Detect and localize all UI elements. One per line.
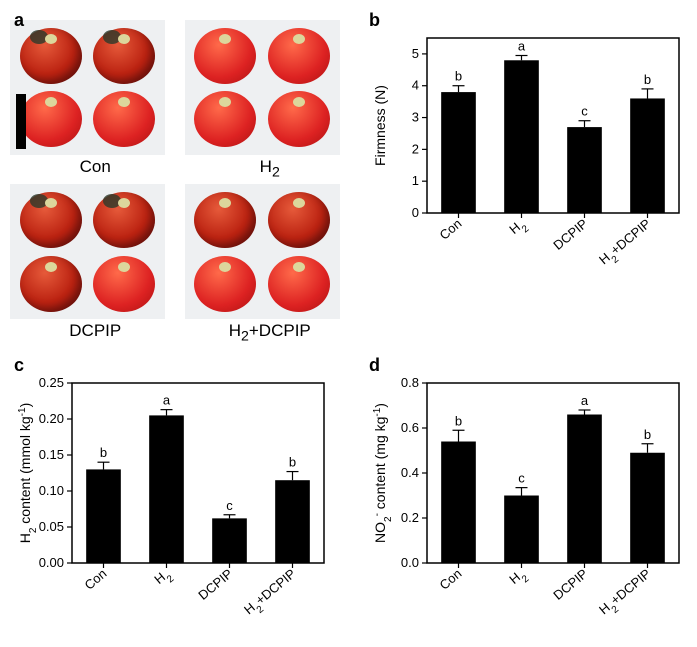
svg-text:5: 5	[412, 46, 419, 61]
svg-text:0.4: 0.4	[401, 465, 419, 480]
svg-text:Con: Con	[437, 216, 465, 243]
photo-caption: DCPIP	[10, 321, 181, 341]
svg-text:0.15: 0.15	[39, 447, 64, 462]
tomato-image	[185, 20, 340, 155]
svg-text:0: 0	[412, 205, 419, 220]
svg-text:Firmness (N): Firmness (N)	[372, 85, 388, 166]
photo-caption: H2+DCPIP	[185, 321, 356, 344]
svg-text:H2: H2	[506, 565, 531, 591]
tomato-icon	[268, 192, 330, 248]
tomato-icon	[268, 28, 330, 84]
tomato-icon	[93, 256, 155, 312]
svg-text:Con: Con	[82, 566, 110, 593]
tomato-icon	[194, 192, 256, 248]
svg-text:H2+DCPIP: H2+DCPIP	[241, 566, 302, 622]
svg-text:0.0: 0.0	[401, 555, 419, 570]
photo-cell: H2	[185, 20, 356, 180]
svg-text:4: 4	[412, 78, 419, 93]
svg-text:0.00: 0.00	[39, 555, 64, 570]
tomato-icon	[268, 91, 330, 147]
svg-text:H2: H2	[506, 216, 531, 242]
svg-text:b: b	[644, 72, 651, 87]
svg-text:H2: H2	[151, 565, 176, 591]
no2-content-bar-chart: 0.0 0.2 0.4 0.6 0.8 b Con c H2 a DCPIP b H2+DCPIP NO2…	[369, 373, 689, 633]
tomato-icon	[93, 28, 155, 84]
tomato-icon	[20, 28, 82, 84]
svg-text:H2 content (mmol kg-1): H2 content (mmol kg-1)	[17, 403, 39, 544]
svg-text:0.10: 0.10	[39, 483, 64, 498]
tomato-icon	[20, 192, 82, 248]
photo-cell: Con	[10, 20, 181, 180]
svg-text:0.2: 0.2	[401, 510, 419, 525]
svg-text:0.25: 0.25	[39, 375, 64, 390]
tomato-icon	[194, 28, 256, 84]
svg-text:3: 3	[412, 110, 419, 125]
svg-text:Con: Con	[437, 566, 465, 593]
svg-text:DCPIP: DCPIP	[550, 216, 590, 253]
tomato-icon	[20, 256, 82, 312]
svg-text:a: a	[581, 393, 589, 408]
panel-b: b 0 1 2 3 4 5 b Con a H2 c DCPIP b H2+DCPIP Firmness (…	[365, 10, 695, 345]
panel-b-label: b	[369, 10, 380, 31]
svg-text:0.05: 0.05	[39, 519, 64, 534]
photo-cell: DCPIP	[10, 184, 181, 344]
svg-text:0.20: 0.20	[39, 411, 64, 426]
svg-text:1: 1	[412, 173, 419, 188]
scale-bar	[16, 94, 26, 149]
svg-text:NO2- content (mg kg-1): NO2- content (mg kg-1)	[372, 403, 394, 543]
svg-text:c: c	[518, 470, 525, 485]
photo-caption: H2	[185, 157, 356, 180]
svg-text:b: b	[289, 454, 296, 469]
panel-d-label: d	[369, 355, 380, 376]
tomato-icon	[93, 91, 155, 147]
panel-a-label: a	[14, 10, 24, 31]
svg-text:0.8: 0.8	[401, 375, 419, 390]
tomato-image	[185, 184, 340, 319]
tomato-photo-grid: ConH2 DCPIPH2+DCPIP	[10, 10, 355, 345]
svg-text:DCPIP: DCPIP	[550, 566, 590, 603]
svg-text:b: b	[644, 427, 651, 442]
tomato-image	[10, 184, 165, 319]
svg-text:DCPIP: DCPIP	[195, 566, 235, 603]
svg-text:2: 2	[412, 141, 419, 156]
panel-d: d 0.0 0.2 0.4 0.6 0.8 b Con c H2 a DCPIP b H2+DCPIP N…	[365, 355, 695, 637]
svg-text:0.6: 0.6	[401, 420, 419, 435]
tomato-icon	[93, 192, 155, 248]
firmness-bar-chart: 0 1 2 3 4 5 b Con a H2 c DCPIP b H2+DCPIP Firmness (N)	[369, 28, 689, 283]
photo-caption: Con	[10, 157, 181, 177]
svg-text:c: c	[226, 498, 233, 513]
svg-text:b: b	[100, 445, 107, 460]
tomato-icon	[194, 256, 256, 312]
svg-text:b: b	[455, 69, 462, 84]
panel-c-label: c	[14, 355, 24, 376]
svg-text:a: a	[163, 392, 171, 407]
svg-text:H2+DCPIP: H2+DCPIP	[596, 216, 657, 272]
svg-text:c: c	[581, 104, 588, 119]
tomato-icon	[20, 91, 82, 147]
tomato-icon	[268, 256, 330, 312]
svg-text:H2+DCPIP: H2+DCPIP	[596, 566, 657, 622]
tomato-icon	[194, 91, 256, 147]
photo-cell: H2+DCPIP	[185, 184, 356, 344]
tomato-image	[10, 20, 165, 155]
svg-text:b: b	[455, 413, 462, 428]
panel-a: a ConH2 DCPIPH2+DCPIP	[10, 10, 355, 345]
svg-text:a: a	[518, 39, 526, 54]
panel-c: c 0.00 0.05 0.10 0.15 0.20 0.25 b Con a H2 c DCPIP b…	[10, 355, 355, 637]
h2-content-bar-chart: 0.00 0.05 0.10 0.15 0.20 0.25 b Con a H2 c DCPIP b H2…	[14, 373, 334, 633]
